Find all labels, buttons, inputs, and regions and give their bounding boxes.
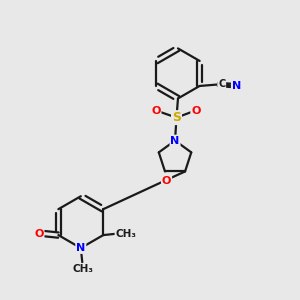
Text: N: N (232, 81, 241, 91)
Text: CH₃: CH₃ (115, 229, 136, 238)
Text: C: C (218, 79, 225, 89)
Text: O: O (191, 106, 201, 116)
Text: CH₃: CH₃ (73, 264, 94, 274)
Text: S: S (172, 111, 181, 124)
Text: O: O (151, 106, 160, 116)
Text: O: O (162, 176, 171, 186)
Text: N: N (76, 243, 86, 253)
Text: O: O (34, 229, 44, 238)
Text: N: N (170, 136, 180, 146)
